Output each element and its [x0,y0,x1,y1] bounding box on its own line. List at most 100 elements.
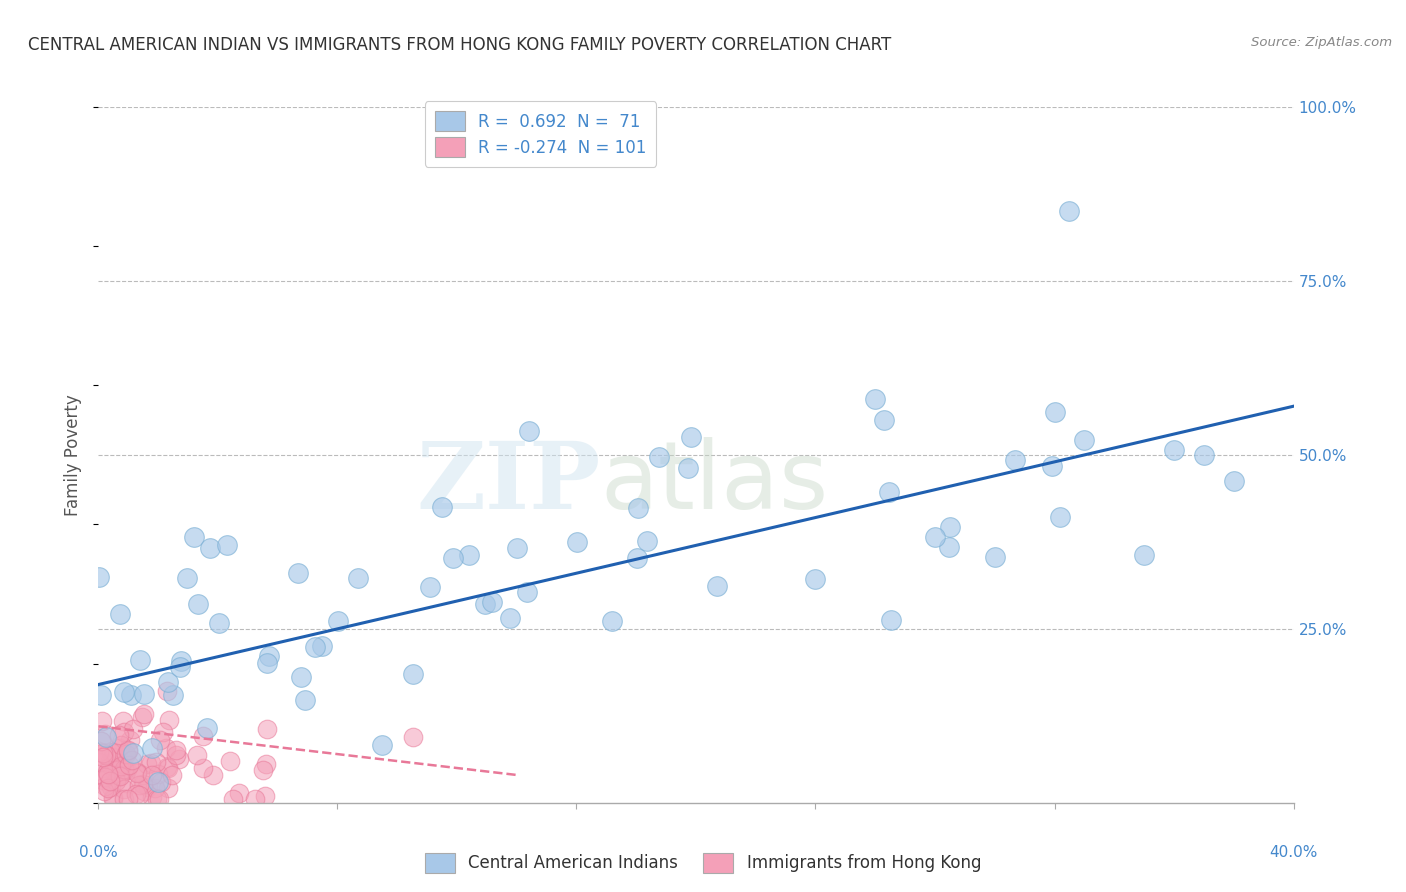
Point [222,792,245,806]
Point [131,710,153,724]
Point [156,760,179,774]
Point [149,775,172,789]
Point [132,783,155,797]
Point [167,752,190,766]
Point [141,767,163,781]
Point [519,425,541,439]
Point [202,768,225,782]
Point [195,721,218,735]
Point [627,500,650,515]
Point [108,728,131,742]
Text: 40.0%: 40.0% [1270,845,1317,860]
Point [110,759,132,773]
Point [112,792,135,806]
Point [441,551,464,566]
Point [143,780,166,795]
Point [110,738,132,752]
Point [162,768,184,782]
Point [118,758,141,772]
Point [117,744,139,758]
Point [259,648,281,663]
Y-axis label: Family Poverty: Family Poverty [65,394,83,516]
Legend: R =  0.692  N =  71, R = -0.274  N = 101: R = 0.692 N = 71, R = -0.274 N = 101 [425,102,657,167]
Point [105,762,128,776]
Point [256,723,278,737]
Point [311,640,333,654]
Point [112,763,135,777]
Point [1223,474,1246,488]
Point [89,570,111,584]
Point [499,611,522,625]
Point [165,747,187,762]
Point [121,746,143,760]
Point [115,776,138,790]
Point [254,757,277,772]
Point [120,689,142,703]
Point [294,693,316,707]
Point [132,687,155,701]
Point [256,657,278,671]
Point [101,792,124,806]
Point [347,571,370,585]
Point [89,756,111,770]
Point [402,730,425,744]
Point [457,549,479,563]
Point [873,412,896,426]
Point [516,584,538,599]
Point [156,674,179,689]
Point [125,765,148,780]
Point [103,765,125,780]
Point [112,725,135,739]
Point [118,733,141,747]
Point [243,792,266,806]
Point [155,741,177,756]
Point [648,450,671,464]
Text: ZIP: ZIP [416,438,600,528]
Point [90,688,112,702]
Point [96,772,118,786]
Point [94,779,117,793]
Point [141,789,163,804]
Point [101,747,124,761]
Point [228,786,250,800]
Point [253,789,276,803]
Point [97,767,120,781]
Point [87,755,110,769]
Point [565,535,588,549]
Point [108,607,131,621]
Point [187,598,209,612]
Point [218,754,240,768]
Point [146,775,169,789]
Point [115,747,138,761]
Point [157,781,180,796]
Point [169,660,191,674]
Point [103,745,125,759]
Point [96,730,118,744]
Point [208,615,231,630]
Point [122,722,145,736]
Point [155,683,177,698]
Point [865,392,887,406]
Point [877,484,900,499]
Point [157,713,180,727]
Point [117,792,139,806]
Point [128,789,150,803]
Text: Source: ZipAtlas.com: Source: ZipAtlas.com [1251,36,1392,49]
Point [132,768,155,782]
Point [880,613,903,627]
Point [287,566,309,581]
Point [91,746,114,760]
Point [506,541,529,555]
Point [152,724,174,739]
Point [108,769,131,783]
Point [98,773,121,788]
Point [121,753,143,767]
Point [430,500,453,514]
Point [1059,204,1081,219]
Point [402,667,425,681]
Point [1192,448,1215,462]
Point [681,430,703,444]
Point [186,747,208,762]
Point [108,758,131,772]
Point [115,763,138,777]
